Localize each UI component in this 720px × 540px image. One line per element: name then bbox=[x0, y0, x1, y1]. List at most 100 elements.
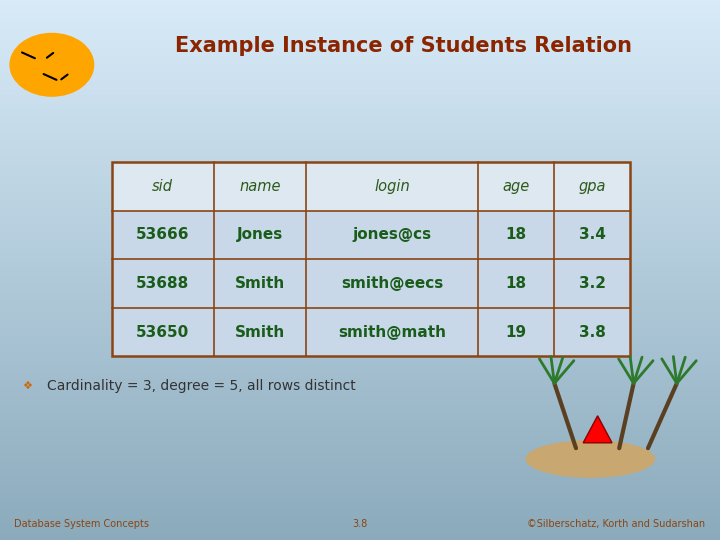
Bar bbox=[0, 59, 720, 62]
Bar bbox=[0, 32, 720, 35]
Text: 3.4: 3.4 bbox=[579, 227, 606, 242]
Bar bbox=[0, 510, 720, 513]
Bar bbox=[0, 205, 720, 208]
Bar bbox=[0, 127, 720, 130]
Bar bbox=[0, 132, 720, 135]
Bar bbox=[0, 513, 720, 516]
Bar bbox=[0, 308, 720, 310]
Bar bbox=[0, 319, 720, 321]
Bar bbox=[0, 340, 720, 343]
Bar bbox=[0, 505, 720, 508]
Bar bbox=[0, 421, 720, 424]
Bar bbox=[0, 526, 720, 529]
Bar bbox=[0, 146, 720, 148]
Bar bbox=[0, 65, 720, 68]
Bar bbox=[0, 70, 720, 73]
Bar bbox=[0, 227, 720, 229]
Bar bbox=[0, 521, 720, 524]
Bar bbox=[0, 270, 720, 273]
Circle shape bbox=[10, 33, 94, 96]
Bar bbox=[0, 105, 720, 108]
Bar bbox=[0, 14, 720, 16]
Bar bbox=[0, 491, 720, 494]
Bar bbox=[0, 248, 720, 251]
Bar bbox=[0, 3, 720, 5]
Bar bbox=[0, 370, 720, 373]
Bar bbox=[0, 462, 720, 464]
Bar bbox=[0, 470, 720, 472]
Text: name: name bbox=[240, 179, 281, 194]
Bar bbox=[0, 408, 720, 410]
Bar bbox=[0, 202, 720, 205]
Bar bbox=[0, 5, 720, 8]
Bar bbox=[0, 170, 720, 173]
Bar bbox=[0, 119, 720, 122]
Bar bbox=[0, 278, 720, 281]
Bar bbox=[0, 219, 720, 221]
Bar bbox=[0, 446, 720, 448]
Bar bbox=[0, 313, 720, 316]
Bar bbox=[0, 16, 720, 19]
Bar bbox=[0, 392, 720, 394]
Bar bbox=[0, 348, 720, 351]
Text: gpa: gpa bbox=[578, 179, 606, 194]
Bar bbox=[0, 297, 720, 300]
Bar bbox=[0, 81, 720, 84]
Bar bbox=[0, 130, 720, 132]
Bar bbox=[0, 362, 720, 364]
Text: age: age bbox=[503, 179, 530, 194]
Bar bbox=[0, 27, 720, 30]
Bar bbox=[0, 389, 720, 392]
Bar bbox=[0, 265, 720, 267]
Bar bbox=[0, 35, 720, 38]
FancyBboxPatch shape bbox=[112, 162, 630, 211]
Text: sid: sid bbox=[152, 179, 174, 194]
Bar bbox=[0, 273, 720, 275]
Bar bbox=[0, 437, 720, 440]
Bar bbox=[0, 435, 720, 437]
Bar bbox=[0, 378, 720, 381]
Bar bbox=[0, 443, 720, 445]
Bar bbox=[0, 402, 720, 405]
Bar bbox=[0, 472, 720, 475]
Bar bbox=[0, 124, 720, 127]
Bar bbox=[0, 154, 720, 157]
Bar bbox=[0, 224, 720, 227]
Bar bbox=[0, 332, 720, 335]
Bar bbox=[0, 413, 720, 416]
Bar bbox=[0, 310, 720, 313]
Bar bbox=[0, 108, 720, 111]
Bar bbox=[0, 281, 720, 284]
Bar bbox=[0, 57, 720, 59]
Bar bbox=[0, 478, 720, 481]
Text: 18: 18 bbox=[505, 227, 526, 242]
Bar bbox=[0, 240, 720, 243]
Bar bbox=[0, 481, 720, 483]
Bar bbox=[0, 165, 720, 167]
Bar bbox=[0, 167, 720, 170]
Bar bbox=[0, 405, 720, 408]
Bar bbox=[0, 467, 720, 470]
Text: Smith: Smith bbox=[235, 325, 285, 340]
Bar bbox=[0, 30, 720, 32]
Bar bbox=[0, 373, 720, 375]
Bar bbox=[0, 535, 720, 537]
Bar bbox=[0, 213, 720, 216]
Bar bbox=[0, 289, 720, 292]
Bar bbox=[0, 508, 720, 510]
Bar bbox=[0, 221, 720, 224]
Bar bbox=[0, 78, 720, 81]
Polygon shape bbox=[583, 416, 612, 443]
Bar bbox=[0, 275, 720, 278]
Bar bbox=[0, 181, 720, 184]
Bar bbox=[0, 429, 720, 432]
Bar bbox=[0, 324, 720, 327]
Bar bbox=[0, 62, 720, 65]
Bar bbox=[0, 329, 720, 332]
Bar bbox=[0, 367, 720, 370]
Bar bbox=[0, 284, 720, 286]
Bar bbox=[0, 454, 720, 456]
Text: 53650: 53650 bbox=[136, 325, 189, 340]
Bar bbox=[0, 432, 720, 435]
Bar bbox=[0, 532, 720, 535]
